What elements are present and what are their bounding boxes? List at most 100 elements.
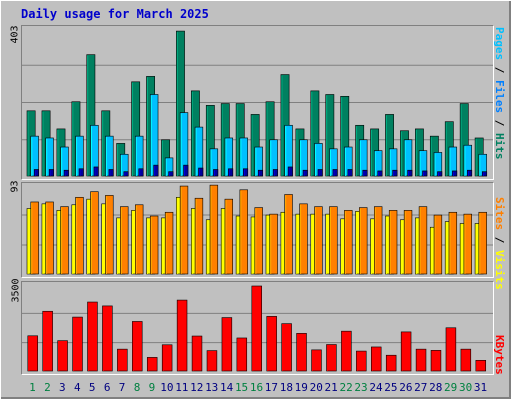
bar-pages-day-18 [287,166,293,177]
bar-pages-day-8 [138,168,144,177]
x-tick-label-24: 24 [369,381,383,394]
bar-pages-day-30 [467,169,473,177]
x-axis-labels: 1 2 3 4 5 6 7 8 9 10 11 12 13 14 15 16 17 18 19 20 21 22 23 24 2… [29,381,487,394]
bar-pages-day-27 [422,170,428,177]
bar-sites-day-17 [269,213,278,275]
panel-visits [21,182,494,278]
x-tick-label-3: 3 [59,381,66,394]
x-tick-label-1: 1 [29,381,36,394]
bar-sites-day-25 [388,210,398,275]
bar-kbytes-day-2 [42,310,53,372]
bar-pages-day-26 [407,169,413,177]
bar-kbytes-day-15 [236,337,248,372]
x-tick-label-28: 28 [429,381,442,394]
bar-pages-day-2 [48,169,54,177]
bar-sites-day-14 [224,198,234,275]
hits-label-part-1: / [493,60,506,80]
bar-pages-day-24 [377,170,383,177]
bar-sites-day-5 [90,191,99,275]
bar-sites-day-2 [45,201,54,275]
bar-kbytes-day-31 [475,360,487,372]
bar-pages-day-13 [213,169,219,177]
bar-kbytes-day-9 [146,357,158,372]
x-tick-label-26: 26 [399,381,412,394]
hits-label-part-2: Files [493,80,506,114]
bar-sites-day-20 [314,206,323,275]
bar-kbytes-day-18 [281,323,292,372]
bar-sites-day-27 [418,206,428,275]
bar-kbytes-day-21 [326,344,337,372]
bar-pages-day-4 [78,168,84,177]
bar-kbytes-day-1 [27,335,38,372]
bar-kbytes-day-11 [176,299,188,372]
bar-pages-day-16 [257,169,264,177]
visits-right-label: Sites / Visits [493,197,506,290]
bar-kbytes-day-26 [400,331,412,372]
bar-kbytes-day-24 [371,346,382,372]
bar-kbytes-day-25 [385,354,397,372]
x-tick-label-27: 27 [414,381,427,394]
bar-pages-day-25 [392,169,398,177]
bar-kbytes-day-27 [415,348,427,372]
x-tick-label-11: 11 [175,381,188,394]
kbytes-right-label: KBytes [493,335,506,375]
bar-pages-day-31 [481,171,488,177]
hits-label-part-3: / [493,113,506,133]
bar-pages-day-22 [347,169,353,177]
bar-pages-day-28 [437,171,443,177]
bar-sites-day-4 [75,196,84,275]
bar-kbytes-day-16 [251,285,262,372]
visits-ymax-label: 93 [9,180,21,193]
bar-pages-day-12 [198,167,204,177]
x-tick-label-15: 15 [235,381,248,394]
bar-kbytes-day-10 [161,344,173,372]
bar-sites-day-7 [120,206,129,275]
x-tick-label-31: 31 [474,381,487,394]
x-tick-label-5: 5 [89,381,96,394]
bar-kbytes-day-3 [57,340,68,372]
bar-sites-day-3 [60,206,69,275]
panel-visits-plot [22,184,493,275]
bar-kbytes-day-5 [87,301,98,372]
bar-sites-day-11 [179,185,189,275]
bar-pages-day-9 [153,164,159,177]
bar-sites-day-8 [135,204,144,275]
bar-kbytes-day-4 [72,316,83,372]
bar-sites-day-10 [164,211,174,275]
bar-sites-day-29 [448,211,458,275]
bar-sites-day-9 [149,215,159,275]
panel-hits [21,25,494,180]
bar-kbytes-day-14 [221,317,233,372]
bar-pages-day-5 [93,166,99,177]
bar-kbytes-day-29 [445,327,457,372]
bar-kbytes-day-20 [311,349,322,372]
bar-sites-day-30 [463,213,472,275]
bar-pages-day-23 [362,169,368,177]
bar-pages-day-17 [272,169,278,177]
x-tick-label-12: 12 [190,381,203,394]
bar-sites-day-13 [209,184,219,275]
bar-sites-day-16 [254,207,263,275]
x-tick-label-30: 30 [459,381,472,394]
chart-title: Daily usage for March 2025 [21,7,209,21]
bar-sites-day-6 [105,195,114,275]
x-tick-label-13: 13 [205,381,218,394]
bar-kbytes-day-6 [102,305,113,372]
bar-kbytes-day-13 [206,350,218,372]
x-tick-label-6: 6 [104,381,111,394]
x-tick-label-22: 22 [339,381,352,394]
bar-pages-day-20 [317,169,323,177]
bar-kbytes-day-23 [356,350,367,372]
x-tick-label-25: 25 [384,381,397,394]
x-tick-label-2: 2 [44,381,51,394]
bar-kbytes-day-30 [460,348,472,372]
visits-label-part-0: Sites [493,197,506,231]
bar-kbytes-day-17 [266,316,277,372]
bar-pages-day-6 [108,169,114,177]
bar-sites-day-31 [478,211,487,275]
panel-hits-plot [22,30,493,177]
bar-sites-day-24 [373,206,383,275]
bar-pages-day-10 [168,171,174,177]
panel-kbytes-plot [22,285,493,372]
bar-pages-day-14 [228,168,234,177]
